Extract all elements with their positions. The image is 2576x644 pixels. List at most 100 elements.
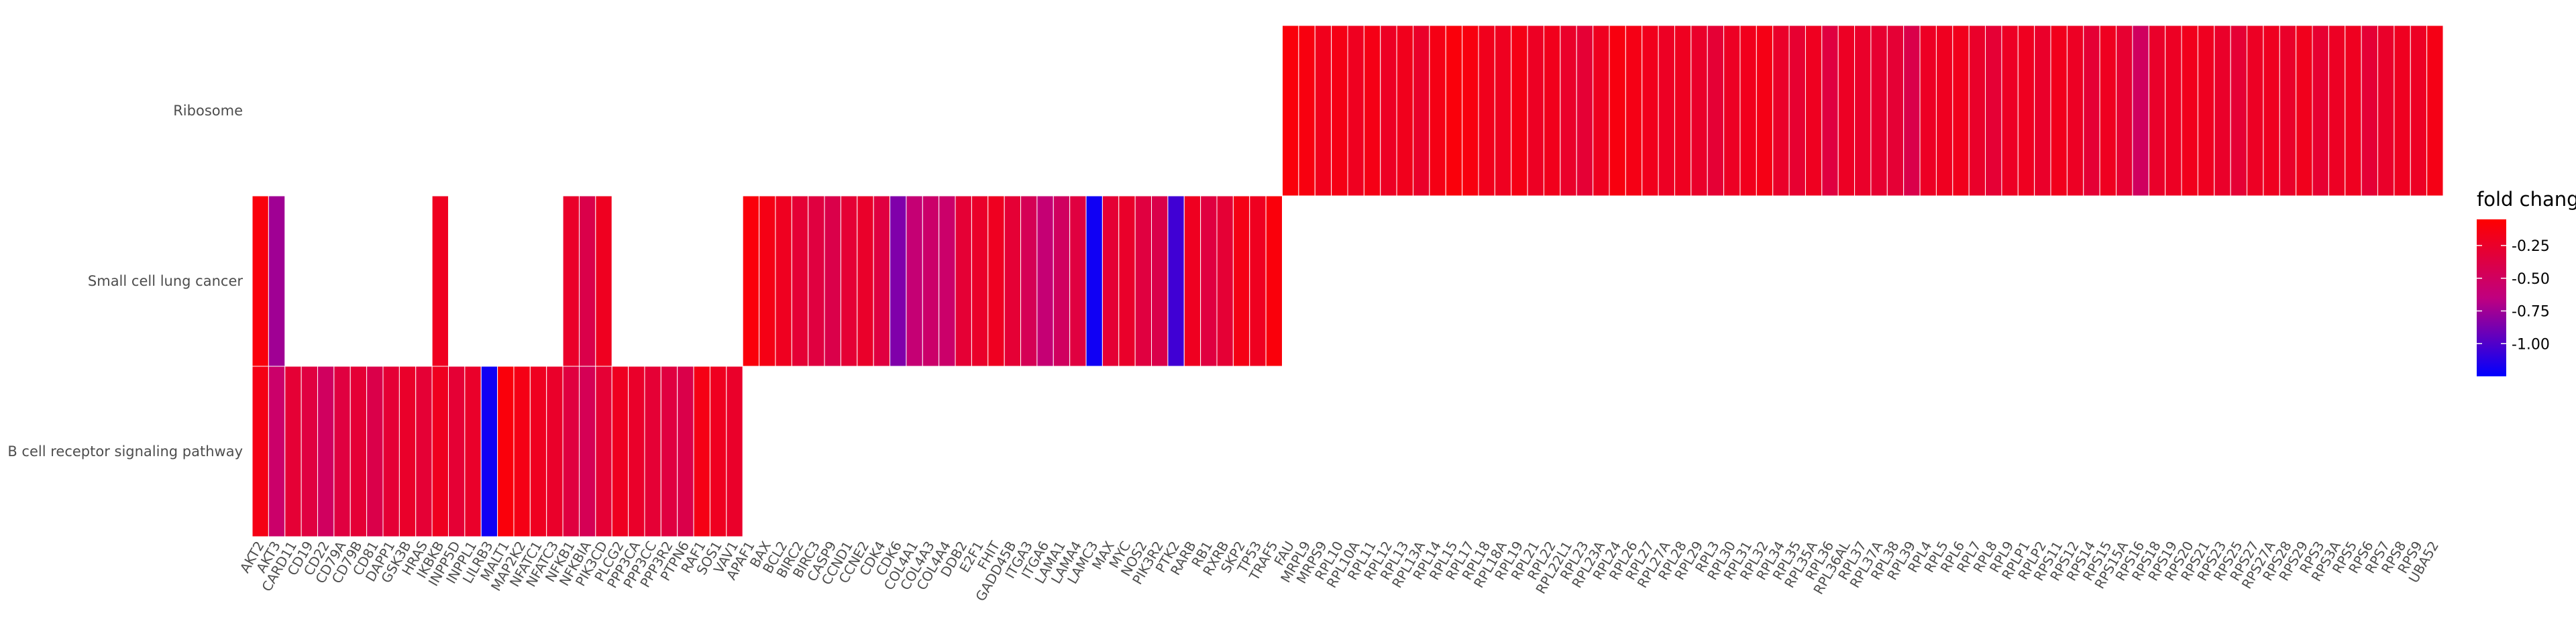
heatmap-cell <box>1266 196 1282 366</box>
heatmap-cell <box>1674 25 1690 196</box>
heatmap-cell <box>563 366 579 537</box>
heatmap-cell <box>1086 196 1102 366</box>
heatmap-cell <box>612 366 628 537</box>
heatmap-cell <box>2133 25 2149 196</box>
heatmap-cell <box>1871 25 1887 196</box>
heatmap-cell <box>399 366 415 537</box>
column-labels: AKT2AKT3CARD11CD19CD22CD79ACD79BCD81DAPP… <box>237 538 2442 604</box>
legend: fold change -0.25 -0.50 -0.75 -1.00 <box>2477 188 2576 376</box>
heatmap-cell <box>1381 25 1397 196</box>
heatmap-cell <box>775 196 792 366</box>
heatmap-cell <box>1625 25 1642 196</box>
heatmap-cell <box>1969 25 1985 196</box>
heatmap-cell <box>252 196 268 366</box>
heatmap-cell <box>824 196 841 366</box>
heatmap-cell <box>808 196 824 366</box>
heatmap-cell <box>596 366 612 537</box>
heatmap-cell <box>1446 25 1462 196</box>
heatmap-cell <box>498 366 514 537</box>
heatmap-cell <box>563 196 579 366</box>
heatmap-cell <box>857 196 873 366</box>
heatmap-cell <box>481 366 497 537</box>
heatmap-cell <box>1756 25 1772 196</box>
legend-tick-label: -1.00 <box>2512 336 2550 353</box>
heatmap-cell <box>1544 25 1560 196</box>
heatmap-cell <box>1479 25 1495 196</box>
heatmap-cells <box>252 25 2443 537</box>
heatmap-cell <box>317 366 333 537</box>
heatmap-cell <box>1348 25 1364 196</box>
heatmap-cell <box>1936 25 1952 196</box>
heatmap-cell <box>743 196 759 366</box>
heatmap-cell <box>906 196 922 366</box>
heatmap-cell <box>1119 196 1135 366</box>
heatmap-cell <box>629 366 645 537</box>
legend-tick-label: -0.50 <box>2512 271 2550 288</box>
heatmap-cell <box>579 196 595 366</box>
heatmap-cell <box>252 366 268 537</box>
heatmap-cell <box>971 196 987 366</box>
heatmap-cell <box>1430 25 1446 196</box>
heatmap-cell <box>432 196 448 366</box>
heatmap-cell <box>1037 196 1053 366</box>
heatmap-cell <box>1184 196 1200 366</box>
heatmap-cell <box>922 196 938 366</box>
heatmap-cell <box>2328 25 2345 196</box>
heatmap-cell <box>2214 25 2231 196</box>
heatmap-cell <box>694 366 710 537</box>
heatmap-cell <box>1707 25 1723 196</box>
heatmap-cell <box>2361 25 2377 196</box>
heatmap-cell <box>2084 25 2100 196</box>
heatmap-cell <box>2312 25 2328 196</box>
heatmap-cell <box>1724 25 1740 196</box>
heatmap-cell <box>1004 196 1020 366</box>
legend-title: fold change <box>2477 188 2576 211</box>
heatmap-cell <box>2378 25 2394 196</box>
heatmap-cell <box>661 366 677 537</box>
heatmap-cell <box>1397 25 1413 196</box>
heatmap-cell <box>350 366 366 537</box>
legend-tick-label: -0.75 <box>2512 304 2550 321</box>
row-label: Ribosome <box>173 103 243 119</box>
heatmap-cell <box>1413 25 1429 196</box>
heatmap-cell <box>2394 25 2410 196</box>
heatmap-cell <box>2296 25 2312 196</box>
heatmap-cell <box>383 366 399 537</box>
heatmap-cell <box>678 366 694 537</box>
heatmap-cell <box>939 196 955 366</box>
heatmap-cell <box>1070 196 1086 366</box>
heatmap-cell <box>1102 196 1118 366</box>
heatmap-cell <box>530 366 546 537</box>
heatmap-cell <box>2018 25 2034 196</box>
heatmap-cell <box>2182 25 2198 196</box>
heatmap-cell <box>285 366 301 537</box>
heatmap-cell <box>367 366 383 537</box>
heatmap-cell <box>1822 25 1838 196</box>
heatmap-cell <box>1642 25 1658 196</box>
heatmap-cell <box>1201 196 1217 366</box>
heatmap-cell <box>2051 25 2067 196</box>
heatmap-cell <box>1364 25 1380 196</box>
heatmap-cell <box>1021 196 1037 366</box>
heatmap-cell <box>1462 25 1479 196</box>
heatmap-cell <box>2247 25 2263 196</box>
heatmap-cell <box>334 366 350 537</box>
heatmap-cell <box>1805 25 1821 196</box>
heatmap-cell <box>2100 25 2116 196</box>
heatmap-cell <box>1986 25 2002 196</box>
heatmap-cell <box>1920 25 1936 196</box>
heatmap-cell <box>2279 25 2296 196</box>
row-label: Small cell lung cancer <box>88 273 243 289</box>
heatmap-cell <box>268 196 284 366</box>
heatmap-cell <box>1560 25 1576 196</box>
heatmap-cell <box>1740 25 1756 196</box>
heatmap-cell <box>841 196 857 366</box>
heatmap-cell <box>873 196 890 366</box>
heatmap-cell <box>579 366 595 537</box>
heatmap-cell <box>955 196 971 366</box>
heatmap-cell <box>2116 25 2133 196</box>
heatmap-cell <box>1495 25 1511 196</box>
heatmap-cell <box>759 196 775 366</box>
heatmap-cell <box>596 196 612 366</box>
